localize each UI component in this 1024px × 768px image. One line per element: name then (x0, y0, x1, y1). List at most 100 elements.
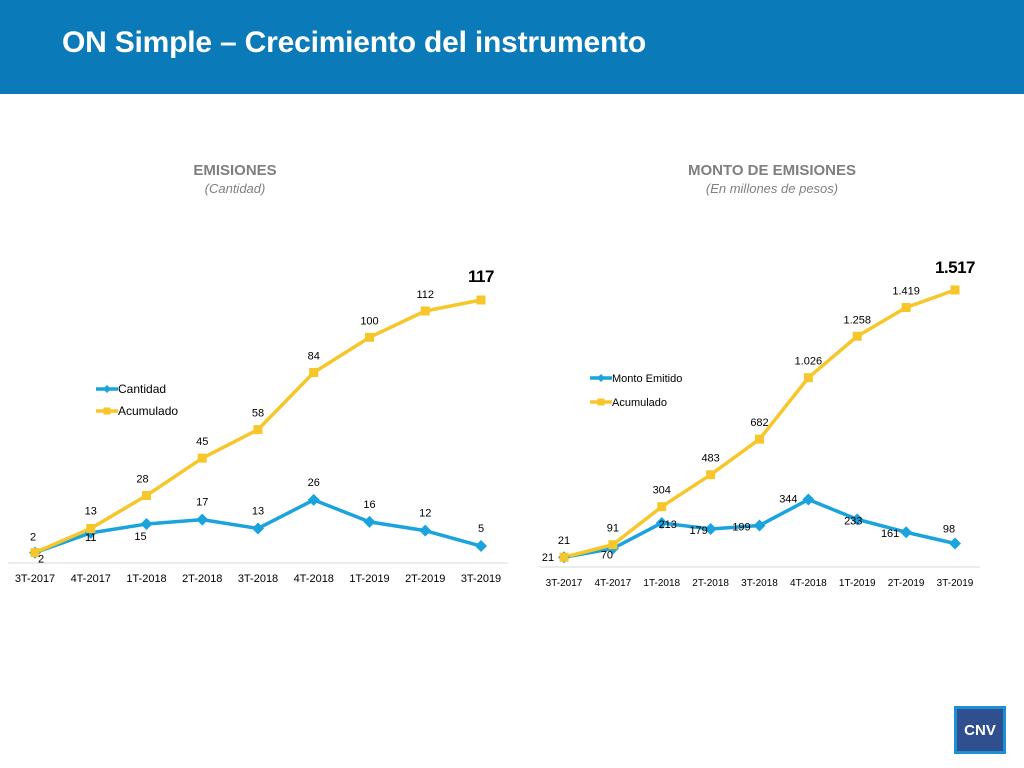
x-tick-label: 3T-2019 (937, 578, 974, 589)
data-label: 98 (943, 523, 955, 535)
data-point-acumulado (420, 306, 430, 316)
data-label: 112 (416, 289, 434, 301)
data-point-acumulado (476, 295, 486, 305)
data-label: 682 (750, 417, 768, 429)
data-point-cantidad (140, 518, 153, 531)
x-tick-label: 3T-2017 (546, 578, 583, 589)
data-point-acumulado (608, 540, 618, 550)
data-label: 12 (419, 508, 431, 520)
chart2-subtitle: (En millones de pesos) (705, 181, 839, 196)
data-point-monto-emitido (753, 519, 766, 532)
chart1-title: EMISIONES (193, 162, 277, 179)
data-point-acumulado (309, 367, 319, 377)
data-label: 213 (659, 519, 677, 531)
legend-marker (597, 398, 605, 406)
legend-marker (103, 385, 111, 393)
data-point-monto-emitido (655, 516, 668, 529)
legend-entry: Cantidad (118, 382, 166, 396)
chart2-title: MONTO DE EMISIONES (687, 162, 857, 179)
x-tick-label: 4T-2017 (595, 578, 632, 589)
data-label: 161 (881, 528, 899, 540)
data-label: 15 (134, 531, 146, 543)
data-label: 483 (701, 453, 719, 465)
x-tick-label: 4T-2017 (71, 573, 111, 585)
data-label: 17 (196, 497, 208, 509)
data-point-monto-emitido (704, 523, 717, 536)
data-point-monto-emitido (949, 537, 961, 550)
data-point-monto-emitido (802, 493, 815, 506)
chart1-subtitle: (Cantidad) (204, 181, 266, 196)
data-label: 13 (85, 505, 97, 517)
cnv-logo: CNV (954, 706, 1006, 754)
data-label: 70 (601, 549, 613, 561)
x-tick-label: 1T-2018 (643, 578, 680, 589)
data-point-cantidad (307, 493, 320, 506)
data-label: 344 (779, 494, 797, 506)
data-label: 1.517 (935, 258, 975, 277)
legend-entry: Acumulado (118, 404, 178, 418)
data-label: 233 (844, 515, 862, 527)
data-label: 2 (38, 554, 44, 566)
data-point-acumulado (197, 453, 207, 463)
data-label: 100 (360, 315, 378, 327)
cnv-logo-text: CNV (964, 722, 996, 739)
data-point-acumulado (86, 523, 96, 533)
data-point-acumulado (852, 331, 862, 341)
data-point-cantidad (196, 513, 209, 526)
data-label: 2 (30, 532, 36, 544)
data-point-acumulado (803, 373, 813, 383)
x-tick-label: 2T-2019 (888, 578, 925, 589)
data-label: 5 (478, 523, 484, 535)
data-label: 117 (468, 267, 494, 286)
data-label: 199 (732, 521, 750, 533)
legend-entry: Monto Emitido (612, 373, 682, 385)
data-label: 58 (252, 408, 264, 420)
data-label: 1.258 (843, 314, 871, 326)
data-label: 26 (308, 477, 320, 489)
x-tick-label: 4T-2018 (790, 578, 827, 589)
slide-title: ON Simple – Crecimiento del instrumento (62, 26, 646, 59)
title-bar: ON Simple – Crecimiento del instrumento (0, 0, 1024, 94)
x-tick-label: 2T-2018 (692, 578, 729, 589)
legend-marker (597, 374, 605, 382)
data-point-acumulado (755, 434, 764, 444)
x-tick-label: 2T-2018 (182, 573, 222, 585)
x-tick-label: 3T-2019 (461, 573, 501, 585)
data-point-acumulado (950, 285, 960, 295)
legend-marker (103, 407, 111, 415)
data-label: 1.419 (892, 286, 920, 298)
data-label: 179 (689, 525, 707, 537)
x-tick-label: 3T-2017 (15, 573, 55, 585)
x-tick-label: 1T-2018 (126, 573, 166, 585)
data-point-acumulado (142, 490, 151, 500)
x-tick-label: 2T-2019 (405, 573, 445, 585)
data-point-acumulado (365, 332, 374, 342)
data-point-cantidad (363, 515, 376, 528)
x-tick-label: 1T-2019 (349, 573, 389, 585)
data-point-monto-emitido (900, 526, 913, 539)
data-label: 304 (653, 485, 671, 497)
data-label: 1.026 (795, 356, 823, 368)
data-label: 28 (136, 473, 148, 485)
data-point-acumulado (559, 552, 569, 562)
x-tick-label: 3T-2018 (238, 573, 278, 585)
data-point-cantidad (419, 524, 432, 537)
data-label: 11 (85, 532, 96, 544)
data-point-acumulado (657, 502, 667, 512)
data-label: 21 (542, 552, 554, 564)
data-label: 16 (363, 499, 375, 511)
data-point-acumulado (901, 303, 911, 313)
data-point-acumulado (253, 425, 263, 435)
x-tick-label: 1T-2019 (839, 578, 876, 589)
data-label: 84 (308, 350, 320, 362)
data-label: 91 (607, 523, 619, 535)
data-label: 45 (196, 436, 208, 448)
data-point-cantidad (475, 540, 487, 553)
data-point-acumulado (30, 548, 40, 558)
data-point-cantidad (252, 522, 264, 535)
data-label: 13 (252, 505, 264, 517)
data-point-monto-emitido (851, 513, 864, 526)
x-tick-label: 3T-2018 (741, 578, 778, 589)
data-label: 21 (558, 535, 570, 547)
